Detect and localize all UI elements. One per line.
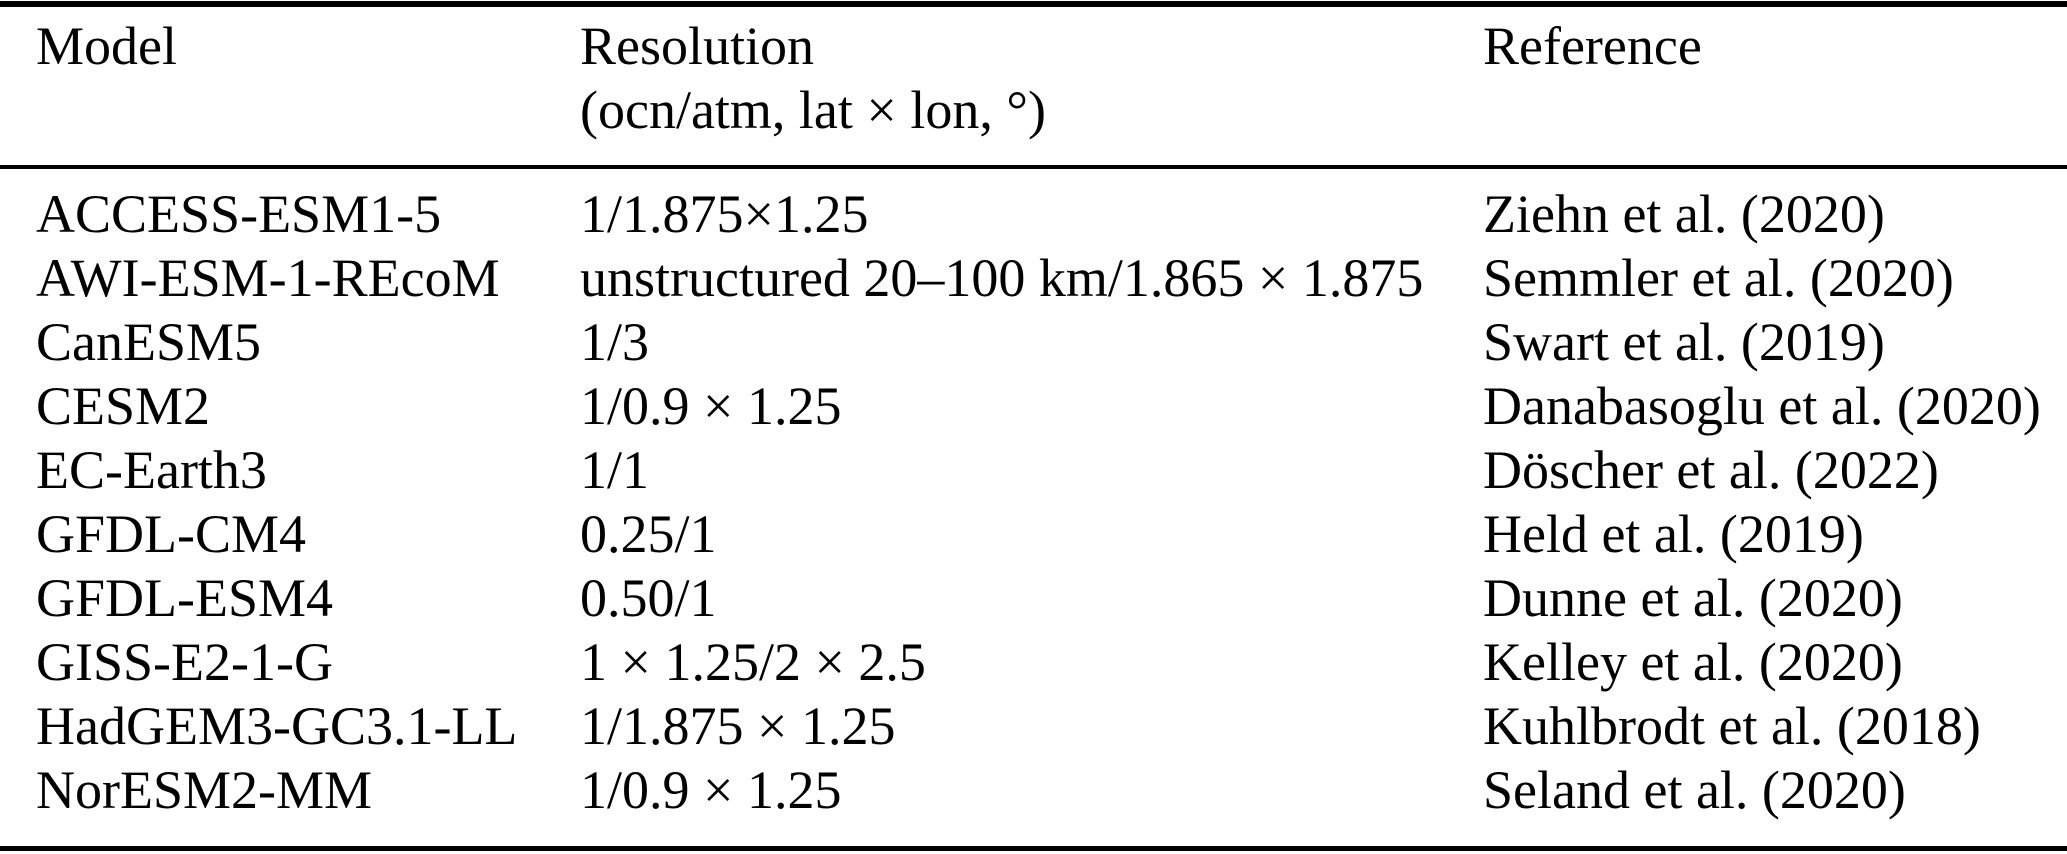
table-row: HadGEM3-GC3.1-LL 1/1.875 × 1.25 Kuhlbrod… [0, 694, 2067, 758]
reference-cell: Semmler et al. (2020) [1483, 248, 1954, 308]
reference-cell: Dunne et al. (2020) [1483, 568, 1903, 628]
resolution-cell: 0.50/1 [580, 568, 717, 628]
table-row: GFDL-CM4 0.25/1 Held et al. (2019) [0, 502, 2067, 566]
table-mid-rule [0, 165, 2067, 169]
resolution-cell: 1/0.9 × 1.25 [580, 376, 842, 436]
column-header-reference-label: Reference [1483, 16, 1702, 76]
table-row: GISS-E2-1-G 1 × 1.25/2 × 2.5 Kelley et a… [0, 630, 2067, 694]
reference-cell: Döscher et al. (2022) [1483, 440, 1939, 500]
table-row: EC-Earth3 1/1 Döscher et al. (2022) [0, 438, 2067, 502]
model-cell: GISS-E2-1-G [36, 632, 333, 692]
resolution-cell: unstructured 20–100 km/1.865 × 1.875 [580, 248, 1424, 308]
table-header: Model Resolution (ocn/atm, lat × lon, °)… [0, 14, 2067, 142]
reference-cell: Ziehn et al. (2020) [1483, 184, 1885, 244]
table-bottom-rule [0, 846, 2067, 851]
column-header-model: Model [36, 14, 580, 142]
table-row: ACCESS-ESM1-5 1/1.875×1.25 Ziehn et al. … [0, 182, 2067, 246]
model-cell: CESM2 [36, 376, 211, 436]
column-header-resolution-units: (ocn/atm, lat × lon, °) [580, 80, 1046, 140]
resolution-cell: 1/1.875×1.25 [580, 184, 869, 244]
reference-cell: Swart et al. (2019) [1483, 312, 1885, 372]
resolution-cell: 1 × 1.25/2 × 2.5 [580, 632, 926, 692]
model-cell: GFDL-CM4 [36, 504, 307, 564]
table-top-rule [0, 1, 2067, 7]
resolution-cell: 1/1 [580, 440, 650, 500]
model-cell: EC-Earth3 [36, 440, 267, 500]
reference-cell: Kelley et al. (2020) [1483, 632, 1903, 692]
model-cell: NorESM2-MM [36, 760, 373, 820]
table-row: NorESM2-MM 1/0.9 × 1.25 Seland et al. (2… [0, 758, 2067, 822]
column-header-model-label: Model [36, 16, 177, 76]
resolution-cell: 1/3 [580, 312, 650, 372]
resolution-cell: 0.25/1 [580, 504, 717, 564]
table-row: AWI-ESM-1-REcoM unstructured 20–100 km/1… [0, 246, 2067, 310]
reference-cell: Seland et al. (2020) [1483, 760, 1906, 820]
table-row: CanESM5 1/3 Swart et al. (2019) [0, 310, 2067, 374]
model-cell: AWI-ESM-1-REcoM [36, 248, 500, 308]
column-header-resolution: Resolution (ocn/atm, lat × lon, °) [580, 14, 1483, 142]
model-cell: CanESM5 [36, 312, 262, 372]
table-body: ACCESS-ESM1-5 1/1.875×1.25 Ziehn et al. … [0, 182, 2067, 822]
model-cell: HadGEM3-GC3.1-LL [36, 696, 518, 756]
table-row: CESM2 1/0.9 × 1.25 Danabasoglu et al. (2… [0, 374, 2067, 438]
model-cell: ACCESS-ESM1-5 [36, 184, 442, 244]
reference-cell: Danabasoglu et al. (2020) [1483, 376, 2041, 436]
column-header-reference: Reference [1483, 14, 2067, 142]
resolution-cell: 1/1.875 × 1.25 [580, 696, 896, 756]
table-row: GFDL-ESM4 0.50/1 Dunne et al. (2020) [0, 566, 2067, 630]
model-cell: GFDL-ESM4 [36, 568, 334, 628]
resolution-cell: 1/0.9 × 1.25 [580, 760, 842, 820]
column-header-resolution-label: Resolution [580, 16, 815, 76]
reference-cell: Held et al. (2019) [1483, 504, 1864, 564]
reference-cell: Kuhlbrodt et al. (2018) [1483, 696, 1981, 756]
